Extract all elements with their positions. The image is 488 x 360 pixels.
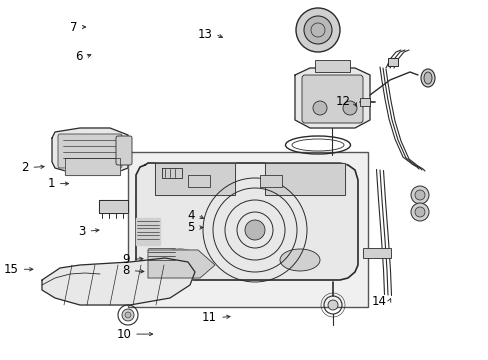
Text: 14: 14 xyxy=(370,295,386,308)
Circle shape xyxy=(122,309,134,321)
Text: 11: 11 xyxy=(202,311,217,324)
Circle shape xyxy=(410,186,428,204)
Polygon shape xyxy=(294,68,369,128)
FancyBboxPatch shape xyxy=(116,136,132,165)
Circle shape xyxy=(312,101,326,115)
Ellipse shape xyxy=(280,249,319,271)
Bar xyxy=(187,175,209,187)
Polygon shape xyxy=(148,250,215,278)
Bar xyxy=(387,58,397,66)
Bar xyxy=(314,60,349,72)
Text: 10: 10 xyxy=(116,328,131,341)
Text: 15: 15 xyxy=(4,263,19,276)
Circle shape xyxy=(295,8,339,52)
Circle shape xyxy=(244,220,264,240)
Circle shape xyxy=(304,16,331,44)
Circle shape xyxy=(327,300,337,310)
Text: 8: 8 xyxy=(122,264,129,277)
Bar xyxy=(362,248,390,258)
Polygon shape xyxy=(99,200,128,213)
Ellipse shape xyxy=(420,69,434,87)
Bar xyxy=(260,175,282,187)
Text: 4: 4 xyxy=(187,209,194,222)
Text: 1: 1 xyxy=(47,177,55,190)
FancyBboxPatch shape xyxy=(58,134,122,168)
Text: 5: 5 xyxy=(187,221,194,234)
Text: 12: 12 xyxy=(335,95,350,108)
Circle shape xyxy=(414,207,424,217)
Circle shape xyxy=(342,101,356,115)
Ellipse shape xyxy=(160,249,200,271)
Polygon shape xyxy=(155,163,235,195)
Bar xyxy=(359,98,369,106)
Circle shape xyxy=(414,190,424,200)
Polygon shape xyxy=(136,218,160,245)
Bar xyxy=(128,152,367,307)
Ellipse shape xyxy=(423,72,431,84)
Text: 2: 2 xyxy=(21,161,28,174)
Circle shape xyxy=(125,312,131,318)
Circle shape xyxy=(410,203,428,221)
Polygon shape xyxy=(162,168,182,178)
Text: 9: 9 xyxy=(122,253,129,266)
Polygon shape xyxy=(65,158,120,175)
Polygon shape xyxy=(136,163,357,280)
FancyBboxPatch shape xyxy=(302,75,362,123)
Polygon shape xyxy=(42,258,195,305)
Text: 3: 3 xyxy=(78,225,85,238)
Text: 13: 13 xyxy=(197,28,212,41)
Polygon shape xyxy=(52,128,128,175)
Circle shape xyxy=(310,23,325,37)
Text: 6: 6 xyxy=(75,50,82,63)
Text: 7: 7 xyxy=(70,21,77,33)
Polygon shape xyxy=(264,163,345,195)
